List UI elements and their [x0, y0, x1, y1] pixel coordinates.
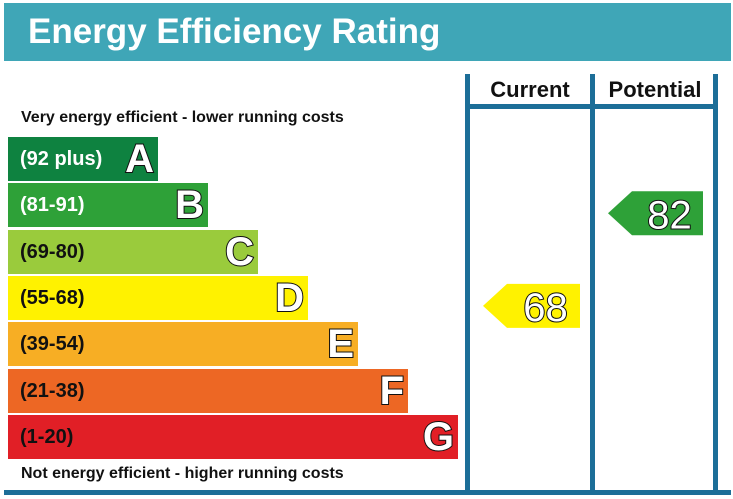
band-range-label: (21-38) [20, 379, 85, 402]
band-g: (1-20) G [8, 414, 458, 460]
band-letter-label: E [326, 321, 355, 367]
band-range-label: (1-20) [20, 425, 74, 448]
potential-rating-arrow [608, 191, 703, 236]
potential-header-underline [595, 104, 713, 109]
current-rating-arrow [483, 283, 580, 328]
band-letter-label: D [274, 275, 305, 321]
divider-left [465, 74, 470, 495]
band-letter-label: F [379, 368, 405, 414]
header-bar: Energy Efficiency Rating [4, 3, 731, 61]
band-range-label: (39-54) [20, 333, 85, 356]
page-title: Energy Efficiency Rating [28, 12, 441, 51]
band-f: (21-38) F [8, 368, 408, 414]
band-range-label: (55-68) [20, 286, 85, 309]
band-d: (55-68) D [8, 275, 308, 321]
current-header-underline [470, 104, 590, 109]
divider-right [713, 74, 718, 495]
band-letter-label: A [124, 136, 155, 182]
bottom-note: Not energy efficient - higher running co… [21, 465, 344, 482]
top-note: Very energy efficient - lower running co… [21, 109, 344, 126]
band-range-label: (69-80) [20, 240, 85, 263]
band-letter-label: B [174, 182, 205, 228]
band-range-label: (92 plus) [20, 148, 103, 170]
divider-middle [590, 74, 595, 495]
band-range-label: (81-91) [20, 194, 85, 217]
band-a: (92 plus) A [8, 136, 158, 182]
potential-column-header: Potential [608, 77, 702, 102]
band-c: (69-80) C [8, 229, 258, 275]
band-e: (39-54) E [8, 321, 358, 367]
bottom-border [4, 490, 731, 495]
band-b: (81-91) B [8, 182, 208, 228]
current-column-header: Current [490, 77, 570, 102]
potential-rating-value: 82 [647, 193, 692, 237]
current-rating-value: 68 [523, 286, 568, 330]
band-letter-label: G [422, 414, 455, 460]
band-letter-label: C [224, 229, 255, 275]
